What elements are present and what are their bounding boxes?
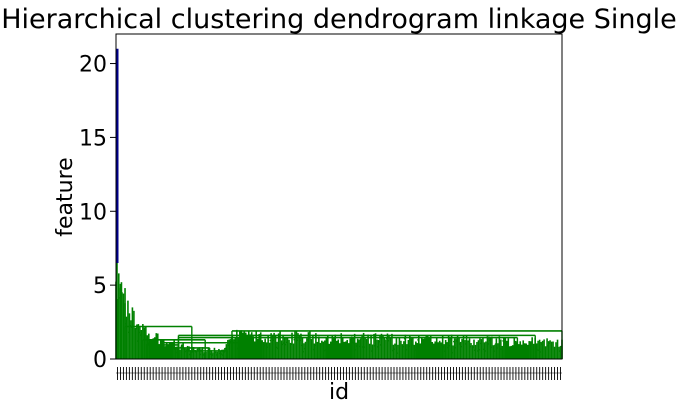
x-axis-label: id (329, 380, 349, 405)
y-tick-label: 5 (93, 274, 107, 299)
y-tick-label: 10 (79, 200, 107, 225)
y-axis: 0 5 10 15 20 (79, 53, 116, 373)
plot-area (115, 262, 563, 359)
cluster-links (124, 325, 563, 359)
chart-title: Hierarchical clustering dendrogram linka… (1, 4, 677, 35)
y-tick-label: 0 (93, 348, 107, 373)
plot-frame (115, 33, 563, 360)
leaf-ticks (116, 367, 562, 380)
y-tick-label: 20 (79, 53, 107, 78)
y-tick-label: 15 (79, 126, 107, 151)
y-axis-label: feature (53, 157, 78, 236)
